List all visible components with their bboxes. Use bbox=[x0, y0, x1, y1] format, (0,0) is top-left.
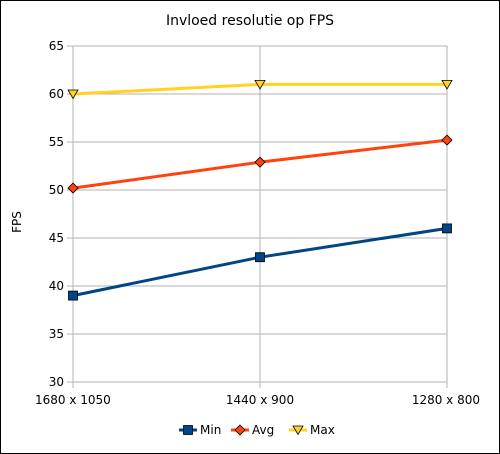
legend: Min Avg Max bbox=[179, 423, 335, 437]
data-point-min bbox=[255, 252, 265, 263]
data-point-max bbox=[254, 80, 266, 90]
grid bbox=[72, 45, 448, 383]
x-tick-label: 1280 x 800 bbox=[412, 393, 480, 407]
legend-label: Avg bbox=[252, 423, 274, 437]
axes: 30 35 40 45 50 55 60 65 1680 x 1050 1440 x 900 128… bbox=[35, 39, 480, 407]
legend-label: Min bbox=[200, 423, 221, 437]
data-point-avg bbox=[254, 156, 266, 168]
series-max bbox=[67, 80, 453, 100]
legend-item-avg: Avg bbox=[231, 423, 274, 437]
data-point-max bbox=[67, 89, 79, 100]
series-min bbox=[68, 223, 452, 301]
x-tick-label: 1680 x 1050 bbox=[35, 393, 111, 407]
y-tick-label: 60 bbox=[49, 87, 64, 101]
y-tick-label: 30 bbox=[49, 375, 64, 389]
y-tick-label: 50 bbox=[49, 183, 64, 197]
legend-item-min: Min bbox=[179, 423, 221, 437]
legend-swatch-marker bbox=[234, 424, 246, 436]
data-point-min bbox=[68, 290, 78, 301]
data-point-min bbox=[442, 223, 452, 234]
plot-area-border bbox=[72, 45, 448, 383]
series bbox=[67, 80, 453, 301]
data-point-avg bbox=[441, 134, 453, 146]
legend-label: Max bbox=[310, 423, 335, 437]
y-axis-label: FPS bbox=[10, 211, 24, 233]
data-point-avg bbox=[67, 182, 79, 194]
legend-swatch-marker bbox=[183, 425, 193, 435]
y-tick-label: 35 bbox=[49, 327, 64, 341]
y-tick-label: 65 bbox=[49, 39, 64, 53]
y-tick-label: 40 bbox=[49, 279, 64, 293]
series-avg bbox=[67, 134, 453, 194]
data-point-max bbox=[441, 80, 453, 90]
chart-title: Invloed resolutie op FPS bbox=[166, 13, 334, 29]
legend-item-max: Max bbox=[289, 423, 335, 437]
y-tick-label: 45 bbox=[49, 231, 64, 245]
x-tick-label: 1440 x 900 bbox=[226, 393, 294, 407]
y-tick-label: 55 bbox=[49, 135, 64, 149]
legend-swatch-marker bbox=[292, 425, 304, 436]
